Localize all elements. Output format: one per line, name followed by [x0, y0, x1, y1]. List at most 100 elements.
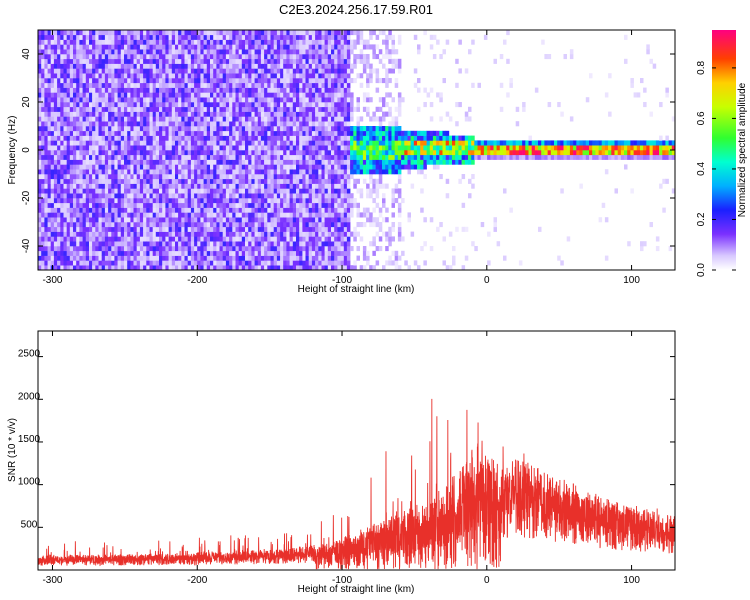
heatmap-cell — [216, 63, 220, 69]
heatmap-cell — [337, 236, 341, 242]
heatmap-cell — [44, 39, 48, 45]
heatmap-cell — [292, 140, 297, 146]
heatmap-cell — [149, 97, 153, 103]
heatmap-cell — [340, 222, 345, 228]
heatmap-cell — [353, 159, 357, 165]
heatmap-cell — [305, 193, 309, 199]
heatmap-cell — [50, 58, 55, 64]
heatmap-cell — [276, 174, 281, 180]
heatmap-cell — [324, 241, 329, 247]
heatmap-cell — [315, 39, 319, 45]
heatmap-cell — [286, 265, 290, 270]
heatmap-cell — [346, 212, 351, 218]
heatmap-cell — [311, 178, 316, 184]
heatmap-cell — [289, 236, 294, 242]
heatmap-cell — [63, 130, 67, 136]
heatmap-cell — [219, 178, 223, 184]
heatmap-cell — [165, 44, 169, 50]
heatmap-cell — [53, 164, 58, 170]
heatmap-cell — [47, 198, 52, 204]
heatmap-cell — [350, 246, 354, 252]
heatmap-cell — [120, 145, 125, 151]
heatmap-cell — [127, 265, 131, 270]
heatmap-cell — [111, 87, 115, 93]
heatmap-cell — [315, 145, 319, 151]
heatmap-cell — [194, 212, 198, 218]
heatmap-cell — [331, 140, 335, 146]
heatmap-cell — [50, 63, 55, 69]
heatmap-cell — [311, 73, 316, 79]
heatmap-cell — [302, 44, 306, 50]
heatmap-cell — [38, 231, 42, 237]
heatmap-cell — [187, 34, 192, 40]
heatmap-cell — [89, 145, 93, 151]
heatmap-cell — [289, 226, 294, 232]
heatmap-cell — [241, 111, 246, 117]
heatmap-cell — [289, 30, 294, 36]
heatmap-cell — [41, 73, 45, 79]
heatmap-cell — [324, 87, 329, 93]
heatmap-cell — [308, 68, 313, 74]
heatmap-cell — [238, 49, 243, 55]
heatmap-cell — [296, 92, 300, 98]
heatmap-cell — [197, 150, 201, 156]
heatmap-cell — [248, 63, 252, 69]
heatmap-cell — [334, 68, 338, 74]
heatmap-cell — [175, 174, 179, 180]
heatmap-cell — [264, 231, 268, 237]
heatmap-cell — [101, 111, 106, 117]
heatmap-cell — [162, 231, 166, 237]
heatmap-cell — [155, 145, 160, 151]
heatmap-cell — [69, 116, 74, 122]
heatmap-cell — [50, 188, 55, 194]
heatmap-cell — [353, 198, 357, 204]
heatmap-cell — [190, 188, 195, 194]
heatmap-cell — [296, 169, 300, 175]
heatmap-cell — [194, 39, 198, 45]
heatmap-cell — [133, 126, 137, 132]
heatmap-cell — [95, 140, 99, 146]
heatmap-cell — [289, 102, 294, 108]
heatmap-cell — [133, 150, 137, 156]
heatmap-cell — [340, 231, 345, 237]
heatmap-cell — [238, 241, 243, 247]
heatmap-cell — [337, 44, 341, 50]
heatmap-cell — [155, 207, 160, 213]
heatmap-cell — [200, 154, 204, 160]
heatmap-cell — [190, 236, 195, 242]
heatmap-cell — [149, 193, 153, 199]
heatmap-cell — [200, 207, 204, 213]
heatmap-cell — [241, 130, 246, 136]
heatmap-cell — [187, 241, 192, 247]
heatmap-cell — [41, 121, 45, 127]
heatmap-cell — [175, 102, 179, 108]
heatmap-cell — [159, 78, 163, 84]
heatmap-cell — [130, 39, 134, 45]
heatmap-cell — [89, 92, 93, 98]
heatmap-cell — [254, 222, 259, 228]
heatmap-cell — [254, 44, 259, 50]
heatmap-cell — [315, 63, 319, 69]
heatmap-cell — [79, 106, 83, 112]
heatmap-cell — [120, 97, 125, 103]
heatmap-cell — [270, 255, 274, 261]
heatmap-cell — [82, 178, 87, 184]
heatmap-cell — [60, 145, 64, 151]
heatmap-cell — [143, 198, 147, 204]
heatmap-cell — [127, 102, 131, 108]
heatmap-cell — [85, 231, 90, 237]
heatmap-cell — [101, 246, 106, 252]
heatmap-cell — [206, 164, 211, 170]
heatmap-cell — [219, 126, 223, 132]
heatmap-cell — [197, 250, 201, 256]
heatmap-cell — [76, 255, 80, 261]
heatmap-cell — [139, 87, 144, 93]
heatmap-cell — [210, 102, 214, 108]
heatmap-cell — [108, 73, 112, 79]
heatmap-cell — [245, 212, 249, 218]
heatmap-cell — [165, 82, 169, 88]
heatmap-cell — [241, 202, 246, 208]
heatmap-cell — [346, 207, 351, 213]
heatmap-cell — [321, 226, 325, 232]
heatmap-cell — [232, 102, 236, 108]
